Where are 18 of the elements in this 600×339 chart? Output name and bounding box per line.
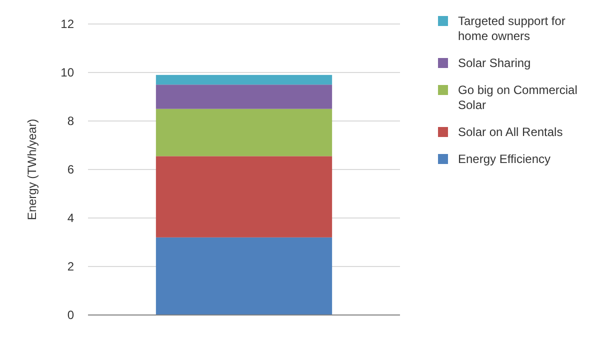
y-tick-label: 6	[67, 162, 74, 176]
y-tick-label: 0	[67, 308, 74, 322]
legend-label: Targeted support for home owners	[458, 14, 566, 43]
legend-label: Go big on Commercial Solar	[458, 83, 578, 112]
legend-label: Solar on All Rentals	[458, 125, 563, 139]
bar	[156, 156, 332, 238]
legend-label: Solar Sharing	[458, 56, 531, 70]
bar	[156, 74, 332, 85]
y-axis-title: Energy (TWh/year)	[25, 118, 39, 220]
bar	[156, 237, 332, 315]
bar	[156, 84, 332, 109]
y-tick-label: 12	[60, 17, 74, 31]
y-tick-label: 2	[67, 260, 74, 274]
y-tick-label: 10	[60, 66, 74, 80]
y-tick-label: 8	[67, 114, 74, 128]
bar	[156, 108, 332, 156]
legend-label: Energy Efficiency	[458, 152, 550, 166]
y-tick-label: 4	[67, 211, 74, 225]
